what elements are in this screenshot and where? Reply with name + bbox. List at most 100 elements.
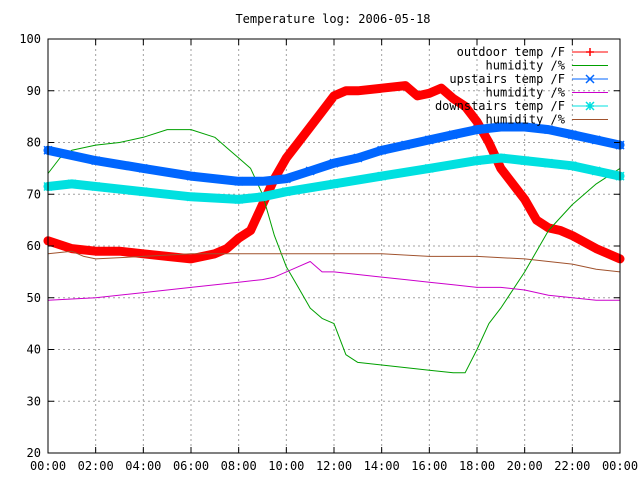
data-point [294,138,303,147]
x-tick-label: 18:00 [459,459,495,473]
x-tick-label: 06:00 [173,459,209,473]
data-point [567,161,577,171]
data-point [91,247,100,256]
data-point [424,163,434,173]
y-tick-label: 50 [27,291,41,305]
chart-title: Temperature log: 2006-05-18 [235,12,430,26]
series-1 [43,81,625,264]
data-point [543,158,554,168]
legend-entry: downstairs temp /F [435,99,608,113]
data-point [520,195,529,204]
data-point [496,122,506,132]
data-point [187,254,195,263]
data-point [138,187,148,197]
legend-label: downstairs temp /F [435,99,565,113]
data-point [91,156,101,166]
x-tick-label: 08:00 [221,459,257,473]
data-point [377,171,387,181]
x-tick-label: 16:00 [411,459,447,473]
data-point [341,86,350,95]
data-point [115,247,124,256]
y-tick-label: 30 [27,394,41,408]
y-tick-label: 80 [27,136,41,150]
data-point [91,181,101,192]
y-tick-label: 90 [27,84,41,98]
data-point [186,171,196,181]
data-point [568,231,577,240]
data-point [222,244,231,253]
legend-label: outdoor temp /F [457,45,565,59]
x-tick-label: 00:00 [602,459,638,473]
data-point [353,86,362,95]
data-point [461,102,470,111]
data-point [234,176,244,186]
y-tick-label: 100 [19,32,41,46]
data-point [424,135,434,145]
legend-entry: humidity /% [486,113,608,127]
data-point [413,91,422,100]
data-point [329,179,339,189]
legend-entry: upstairs temp /F [449,72,608,86]
data-point [234,194,244,204]
data-point [567,130,577,140]
data-point [520,122,530,132]
data-point [329,158,339,168]
data-point [448,130,458,140]
data-point [520,156,530,166]
axis-layer: 00:00 02:00 04:00 06:00 08:00 10:00 12:00 14:00… [19,32,638,473]
data-point [282,154,291,163]
series-line [47,129,621,374]
data-point [496,164,505,173]
data-point [305,166,315,176]
data-point [532,216,541,225]
plot-border [47,38,621,454]
x-tick-label: 02:00 [78,459,114,473]
data-point [246,226,255,235]
data-point [586,48,594,56]
x-tick-label: 12:00 [316,459,352,473]
series-4 [47,261,621,301]
data-point [473,117,481,126]
y-tick-label: 40 [27,343,41,357]
legend-label: humidity /% [486,59,566,73]
data-point [449,94,458,103]
data-point [257,192,268,202]
data-point [330,91,338,100]
data-point [281,187,291,197]
data-point [377,145,387,155]
data-point [401,81,410,90]
x-tick-label: 14:00 [364,459,400,473]
data-point [591,166,601,176]
data-point [138,163,148,173]
data-point [543,125,554,135]
data-point [163,252,172,261]
data-point [425,89,434,98]
legend-entry: humidity /% [486,86,608,100]
y-tick-label: 60 [27,239,41,253]
data-point [186,192,196,202]
data-point [591,135,601,145]
data-point [67,179,77,189]
data-point [400,140,411,150]
data-point [472,125,482,135]
data-point [484,138,493,147]
y-tick-label: 70 [27,187,41,201]
grid-layer [48,39,620,453]
data-point [353,153,363,163]
data-point [234,234,243,243]
series-6 [47,250,621,273]
legend-label: humidity /% [486,113,566,127]
data-point [556,226,565,235]
series-layer [43,81,625,374]
y-tick-label: 20 [27,446,41,460]
data-point [472,156,482,166]
data-point [585,101,595,111]
data-point [257,176,268,186]
x-tick-label: 20:00 [507,459,543,473]
legend-entry: humidity /% [486,59,608,73]
legend-entry: outdoor temp /F [457,45,608,59]
data-point [496,153,506,163]
x-tick-label: 04:00 [125,459,161,473]
